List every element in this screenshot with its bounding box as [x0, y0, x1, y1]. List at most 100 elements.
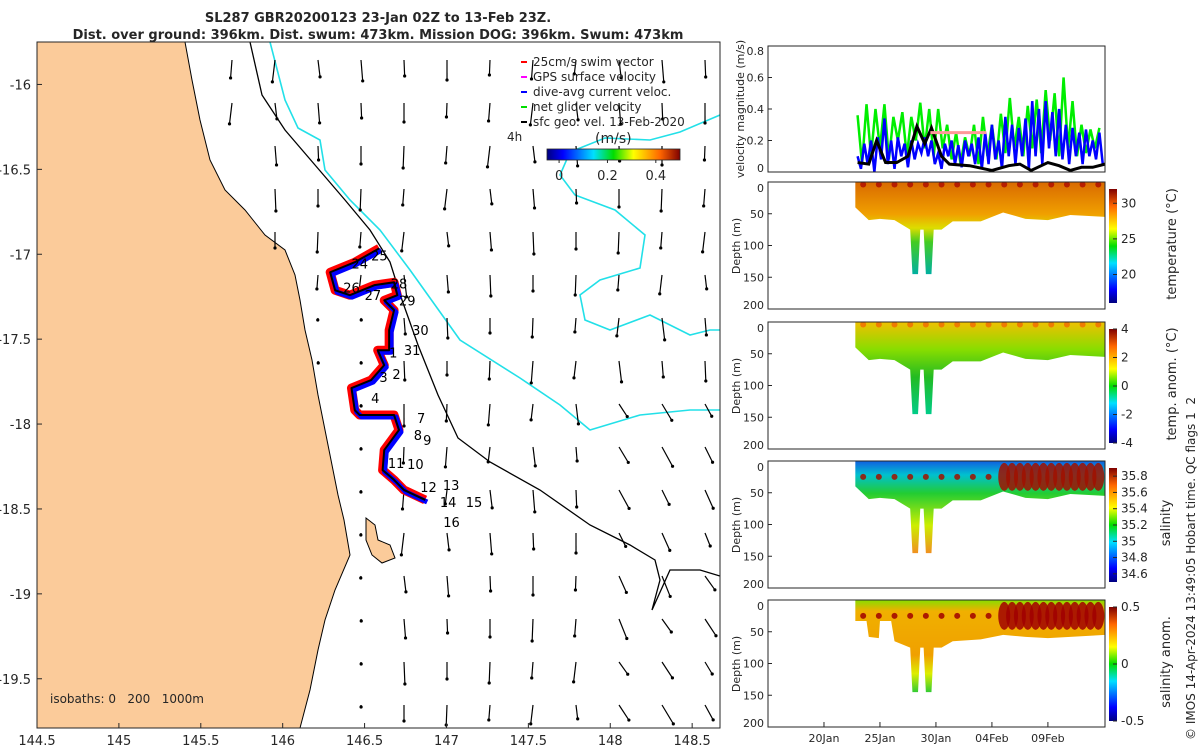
velocity-arrow	[573, 661, 577, 682]
arrow-head	[402, 120, 406, 124]
velocity-arrow	[403, 661, 406, 685]
arrow-head	[316, 158, 321, 162]
day-label: 25	[371, 249, 388, 264]
velocity-arrow	[445, 704, 448, 726]
velocity-arrow	[660, 231, 663, 248]
velocity-arrow	[360, 59, 364, 81]
arrow-head	[670, 676, 675, 680]
arrow-head	[359, 490, 363, 494]
arrow-head	[228, 76, 233, 80]
arrow-head	[660, 163, 664, 167]
section-dot	[922, 181, 929, 188]
arrow-head	[710, 460, 715, 464]
y-tick-label: 150	[743, 271, 764, 284]
velocity-arrow	[618, 532, 627, 547]
day-label: 14	[440, 496, 457, 511]
velocity-arrow	[489, 231, 493, 250]
section-data	[855, 182, 1105, 275]
velocity-arrow	[317, 102, 321, 123]
section-dot	[985, 612, 992, 619]
velocity-arrow	[317, 59, 321, 77]
arrow-head	[575, 505, 579, 509]
y-tick-label: 0.6	[747, 72, 765, 85]
x-tick-label: 09Feb	[1031, 732, 1064, 745]
section-dot	[875, 181, 882, 188]
day-label: 1	[389, 347, 397, 362]
series-sfc-geo-vel-	[857, 122, 1106, 173]
arrow-head	[488, 331, 492, 335]
y-axis-label: Depth (m)	[730, 358, 743, 414]
map-axes: 144.5 145 145.5 146 146.5 147 147.5 148 148.5-16…	[0, 78, 711, 749]
section-dot	[1048, 181, 1055, 188]
arrow-head	[403, 332, 407, 336]
legend-label: 25cm/s swim vector	[533, 55, 654, 69]
velocity-arrow	[489, 274, 492, 297]
section-dot	[1001, 321, 1008, 328]
arrow-head	[714, 634, 718, 638]
y-tick-label: 0.2	[747, 135, 765, 148]
section-dot	[985, 473, 992, 480]
velocity-arrow	[704, 489, 714, 509]
colorbar-tick-label: 0.5	[1121, 600, 1140, 614]
arrow-head	[532, 206, 537, 210]
arrow-head	[670, 418, 674, 422]
arrow-head	[361, 79, 365, 83]
y-axis-label: velocity magnitude (m/s)	[734, 40, 747, 178]
arrow-head	[711, 506, 715, 510]
velocity-arrow	[704, 360, 707, 382]
velocity-arrow	[488, 360, 491, 380]
velocity-arrow	[704, 403, 713, 417]
day-label: 11	[388, 457, 405, 472]
interval-label: 4h	[507, 130, 522, 144]
velocity-arrow	[446, 575, 450, 596]
arrow-head	[574, 247, 578, 251]
velocity-arrow	[618, 704, 630, 721]
arrow-head	[668, 548, 672, 552]
section-dot	[907, 473, 914, 480]
speed-colorbar	[546, 148, 681, 161]
velocity-arrow	[704, 575, 716, 591]
arrow-head	[708, 544, 712, 548]
arrow-head	[315, 250, 319, 254]
section-dot	[954, 612, 961, 619]
arrow-head	[485, 165, 490, 169]
section-dot	[1063, 321, 1070, 328]
velocity-arrow	[618, 446, 629, 463]
velocity-arrow	[704, 274, 708, 289]
arrow-head	[576, 164, 580, 168]
arrow-head	[405, 295, 409, 299]
section-panel-salinity: 0 50 100 150 200 Depth (m) 34.6 34.8 35 35.2 35.4 3…	[730, 460, 1174, 591]
velocity-arrow	[403, 59, 406, 77]
arrow-head	[627, 718, 631, 722]
legend-label: net glider velocity	[533, 100, 641, 114]
arrow-head	[445, 677, 449, 681]
legend-label: sfc geo. vel. 13-Feb-2020	[533, 115, 685, 129]
arrow-head	[403, 636, 408, 640]
section-dot	[1032, 181, 1039, 188]
velocity-arrow	[575, 704, 579, 719]
velocity-arrow	[532, 231, 535, 255]
velocity-arrow	[531, 317, 534, 338]
velocity-arrow	[487, 446, 491, 462]
y-tick-label: 50	[750, 208, 764, 221]
section-dot	[1063, 181, 1070, 188]
arrow-head	[274, 163, 279, 167]
arrow-head	[359, 447, 363, 451]
y-tick-label: -16	[10, 78, 31, 93]
arrow-head	[710, 672, 714, 676]
day-label: 3	[379, 371, 387, 386]
velocity-arrow	[402, 446, 405, 464]
arrow-head	[489, 589, 493, 593]
colorbar-tick-label: 34.8	[1121, 551, 1148, 565]
velocity-arrow	[403, 618, 407, 638]
x-tick-label: 144.5	[18, 734, 55, 749]
arrow-head	[573, 293, 577, 297]
arrow-head	[531, 289, 535, 293]
arrow-head	[616, 288, 620, 292]
section-dot	[938, 473, 945, 480]
day-label: 26	[343, 281, 360, 296]
arrow-head	[704, 75, 708, 79]
arrow-head	[575, 459, 579, 463]
section-dot	[954, 321, 961, 328]
